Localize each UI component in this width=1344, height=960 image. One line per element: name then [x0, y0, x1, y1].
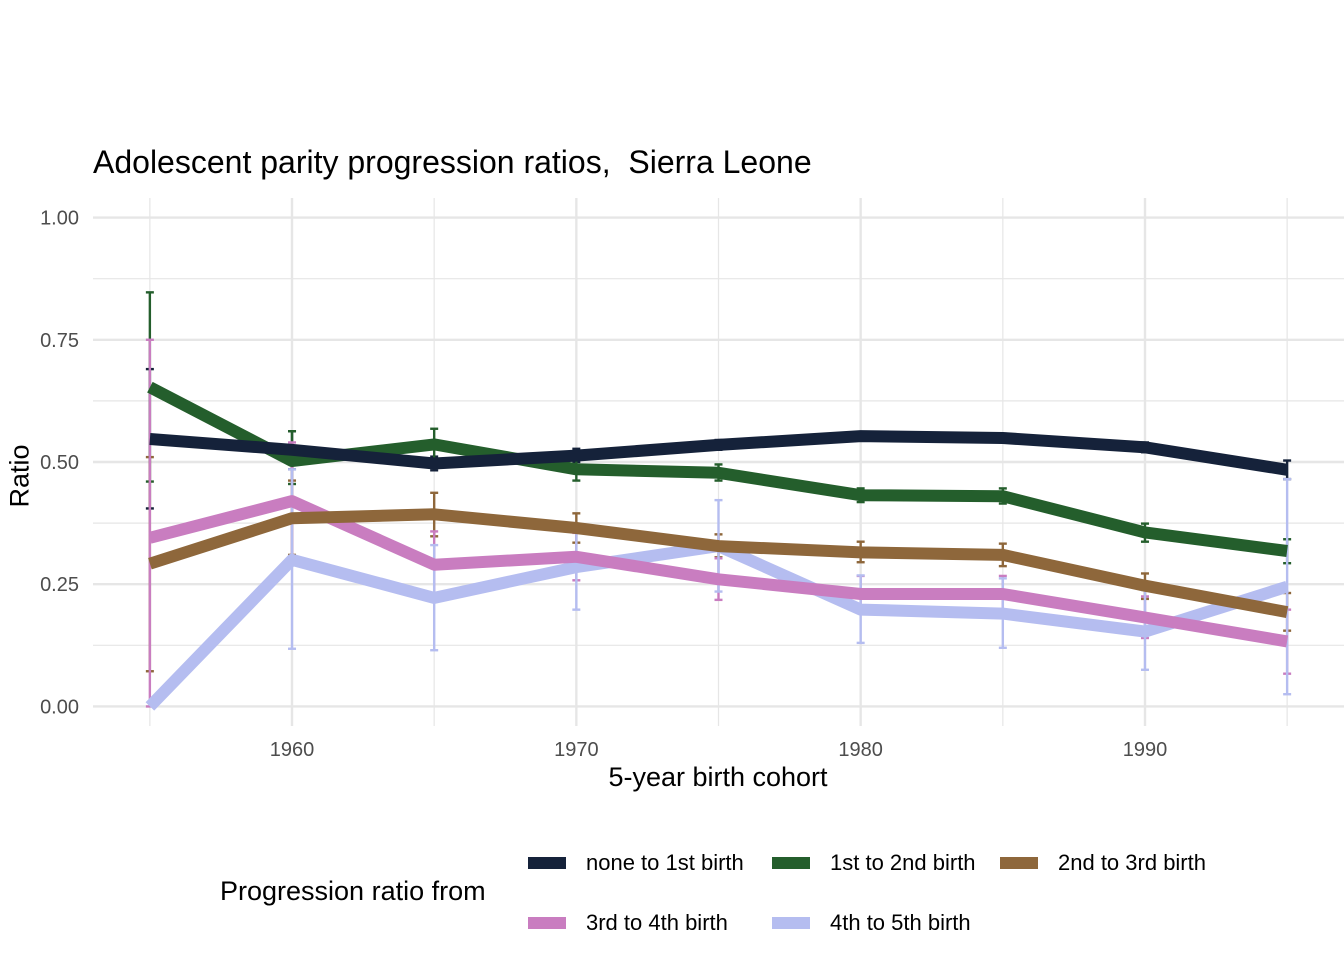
- series-line-2nd-to-3rd-birth: [148, 508, 1289, 618]
- legend-label-3rd-to-4th: 3rd to 4th birth: [586, 910, 728, 935]
- y-tick-label: 1.00: [40, 208, 79, 230]
- legend-label-none-to-1st: none to 1st birth: [586, 850, 744, 875]
- series-line-none-to-1st-birth: [149, 430, 1289, 476]
- legend-item-3rd-to-4th: 3rd to 4th birth: [528, 910, 728, 936]
- legend-key-2nd-to-3rd: [1000, 857, 1038, 869]
- legend-label-1st-to-2nd: 1st to 2nd birth: [830, 850, 976, 875]
- error-bar-4th-to-5th-birth: [1283, 477, 1292, 696]
- legend-label-4th-to-5th: 4th to 5th birth: [830, 910, 971, 935]
- x-tick-label: 1980: [838, 739, 883, 761]
- y-tick-label: 0.25: [40, 574, 79, 596]
- x-axis-label: 5-year birth cohort: [608, 762, 828, 792]
- legend-item-4th-to-5th: 4th to 5th birth: [772, 910, 971, 936]
- x-tick-label: 1960: [270, 739, 315, 761]
- chart-title: Adolescent parity progression ratios, Si…: [93, 144, 812, 180]
- x-tick-label: 1990: [1123, 739, 1168, 761]
- legend-item-none-to-1st: none to 1st birth: [528, 850, 744, 876]
- legend-key-none-to-1st: [528, 857, 566, 869]
- legend-title: Progression ratio from: [220, 876, 486, 906]
- legend-key-1st-to-2nd: [772, 857, 810, 869]
- legend-item-1st-to-2nd: 1st to 2nd birth: [772, 850, 976, 876]
- legend-key-3rd-to-4th: [528, 917, 566, 929]
- y-tick-label: 0.75: [40, 330, 79, 352]
- x-tick-label: 1970: [554, 739, 599, 761]
- y-axis-label: Ratio: [4, 444, 35, 508]
- legend-key-4th-to-5th: [772, 917, 810, 929]
- legend-label-2nd-to-3rd: 2nd to 3rd birth: [1058, 850, 1206, 875]
- y-tick-label: 0.00: [40, 696, 79, 718]
- legend-item-2nd-to-3rd: 2nd to 3rd birth: [1000, 850, 1206, 876]
- y-tick-label: 0.50: [40, 452, 79, 474]
